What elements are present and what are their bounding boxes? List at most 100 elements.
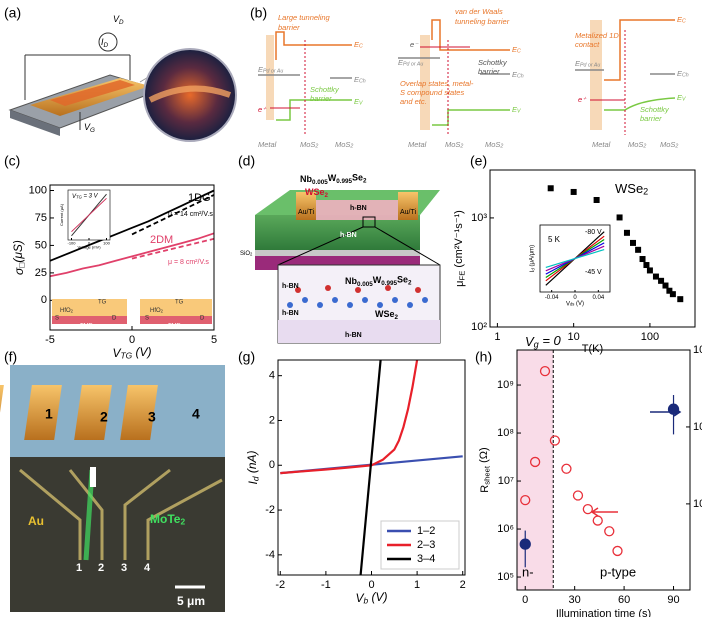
x-axis-label-part: V [566,301,570,307]
plot-frame [277,359,466,576]
marker [666,287,673,294]
x-tick-label: 100 [103,241,110,246]
panel-d-drawing [255,190,441,344]
band-label-part: Pd or Au [263,69,283,75]
band-label-part: 2 [674,144,678,150]
y-axis-label: Id (μA/μm) [529,245,536,272]
series-label: μ = 8 cm²/V.s [168,259,209,266]
y-tick-label: 100 [29,184,47,196]
band-label-part: E [677,69,683,78]
band-label-part: E [512,70,518,79]
band-label: ECh [677,69,689,79]
d-label-part: W [328,174,337,184]
d-label: Si [243,262,248,268]
y-tick-label: 10⁶ [497,523,514,535]
legend-label: 2–3 [417,539,435,551]
marker [572,490,584,501]
x-tick-label: -2 [275,579,285,591]
chart-title-part: = 3 V [82,193,99,199]
d-label-part: 2 [408,279,412,286]
chart-title-part: V [72,194,77,200]
y-axis-label-part: I [246,481,260,485]
marker [612,545,623,557]
series-label: 1DG [188,192,211,204]
x-tick-label: 0 [129,334,135,346]
shaded-region [517,350,554,590]
f-label-part: MoTe [150,512,181,526]
band-label-part: Ch [517,74,524,80]
device-label: S [55,316,59,322]
band-label: MoS2 [485,140,503,150]
band-label-part: MoS [485,140,500,149]
y-axis-label-part: FE [457,271,466,281]
band-label: tunneling barrier [455,17,510,26]
y-tick-label: 75 [35,212,47,224]
d-label: h-BN [350,205,367,212]
plot-frame [516,349,691,591]
x-axis-label-part: (V) [574,300,584,306]
x-tick-label: 0.04 [592,295,604,301]
panel-label: (a) [4,5,21,21]
y-tick-label: 25 [35,267,47,279]
band-label: barrier [310,94,332,103]
chart-title: Vg = 0 [525,333,562,350]
device-label: TMD [80,324,94,330]
device-label: D [200,316,205,322]
device-label: TG [175,300,184,306]
y-tick-label: -2 [265,504,275,516]
x-tick-label: 90 [667,594,679,606]
panel-label: (e) [470,153,487,169]
device-label: TG [98,300,107,306]
series-line [131,194,215,236]
a-label-part: V [113,14,120,24]
marker [639,256,646,263]
band-label-part: E [575,59,581,68]
marker [570,188,577,195]
d-label: h-BN [282,310,299,317]
band-label-part: MoS [445,140,460,149]
y-tick-label: -4 [265,549,275,561]
panel-label: (g) [238,349,255,365]
panel-label: (h) [475,349,492,365]
band-label: EPd or Au [398,58,423,68]
d-label: WSe2 [375,309,399,320]
x-axis-label-part: (V) [368,590,387,604]
band-label-part: MoS [628,140,643,149]
d-label-part: 0.005 [312,179,328,186]
plot-frame [49,184,215,331]
f-label: MoTe2 [150,512,185,527]
d-label-part: SiO [240,251,250,257]
a-label-part: D [119,19,124,26]
x-axis-label-part: ds [570,302,574,307]
marker [669,291,676,298]
band-label: EC [354,40,363,50]
x-axis-label: Vb (V) [355,590,387,606]
y-axis-label: Id (nA) [245,450,261,484]
f-label: 2 [98,562,104,574]
chart-title: VTG = 3 V [72,193,99,200]
f-label: 4 [192,406,200,422]
band-label: MoS2 [628,140,646,150]
y-axis-label: Current (μA) [59,203,64,226]
band-label: ECh [512,70,524,80]
device-layer [140,316,212,324]
panel-label: (c) [4,153,20,169]
x-axis-label: T(K) [582,343,603,355]
marker [592,515,603,526]
d-label-part: Nb [300,174,312,184]
arrow [650,407,682,417]
panel-label: (d) [238,153,255,169]
annotation-part: 2 [643,187,648,197]
chart-title-part: = 0 [539,333,562,348]
marker [677,296,684,303]
band-label-part: V [682,97,686,103]
y-tick-label: 10⁸ [497,427,514,439]
device-layer [52,316,127,324]
band-label: barrier [478,67,500,76]
x-tick-label: 0 [88,241,91,246]
y-axis-label: σ□(μS) [11,240,27,275]
d-label-part: WSe [375,309,395,319]
panel-b-drawing [258,19,676,135]
series-line [131,237,215,260]
